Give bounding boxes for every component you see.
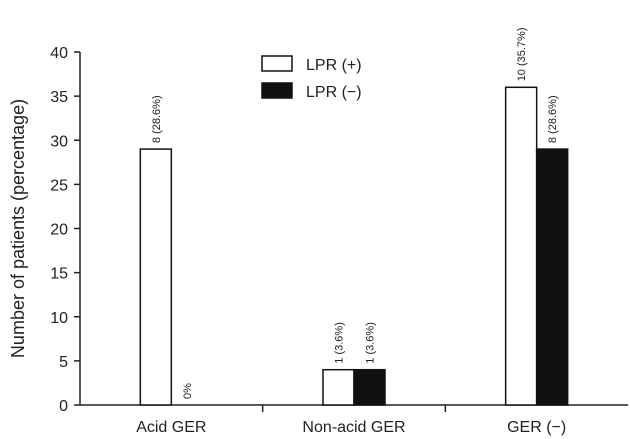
x-tick-label: GER (−): [507, 419, 566, 436]
y-tick-label: 25: [50, 177, 68, 194]
bar: [504, 86, 538, 406]
data-label: 10 (35.7%): [516, 27, 528, 81]
bar: [322, 368, 355, 406]
y-tick-label: 5: [59, 354, 68, 371]
y-tick-label: 20: [50, 222, 68, 239]
legend-label: LPR (+): [306, 57, 362, 74]
y-tick-label: 10: [50, 310, 68, 327]
legend-swatch: [261, 82, 293, 99]
data-label: 8 (28.6%): [151, 95, 163, 143]
data-label: 8 (28.6%): [547, 95, 559, 143]
y-tick-label: 0: [59, 398, 68, 415]
data-label: 0%: [182, 383, 194, 399]
bar: [535, 148, 569, 406]
data-labels: 8 (28.6%) 1 (3.6%) 10 (35.7%) 0% 1 (3.6%) 8 (…: [151, 27, 559, 399]
y-tick-label: 15: [50, 266, 68, 283]
data-label: 1 (3.6%): [365, 322, 377, 364]
y-tick-label: 40: [50, 45, 68, 62]
x-tick-label: Non-acid GER: [302, 419, 405, 436]
bars: [139, 86, 569, 406]
bar: [139, 148, 173, 406]
y-axis-title: Number of patients (percentage): [8, 99, 28, 358]
y-tick-label: 35: [50, 89, 68, 106]
x-axis: Acid GER Non-acid GER GER (−): [80, 404, 628, 436]
x-tick-label: Acid GER: [136, 419, 206, 436]
legend: LPR (+) LPR (−): [261, 55, 362, 101]
legend-label: LPR (−): [306, 84, 362, 101]
data-label: 1 (3.6%): [334, 322, 346, 364]
bar: [353, 368, 386, 406]
legend-swatch: [261, 55, 293, 72]
y-tick-label: 30: [50, 133, 68, 150]
y-axis: 0 5 10 15 20 25 30 35 40: [50, 45, 81, 415]
